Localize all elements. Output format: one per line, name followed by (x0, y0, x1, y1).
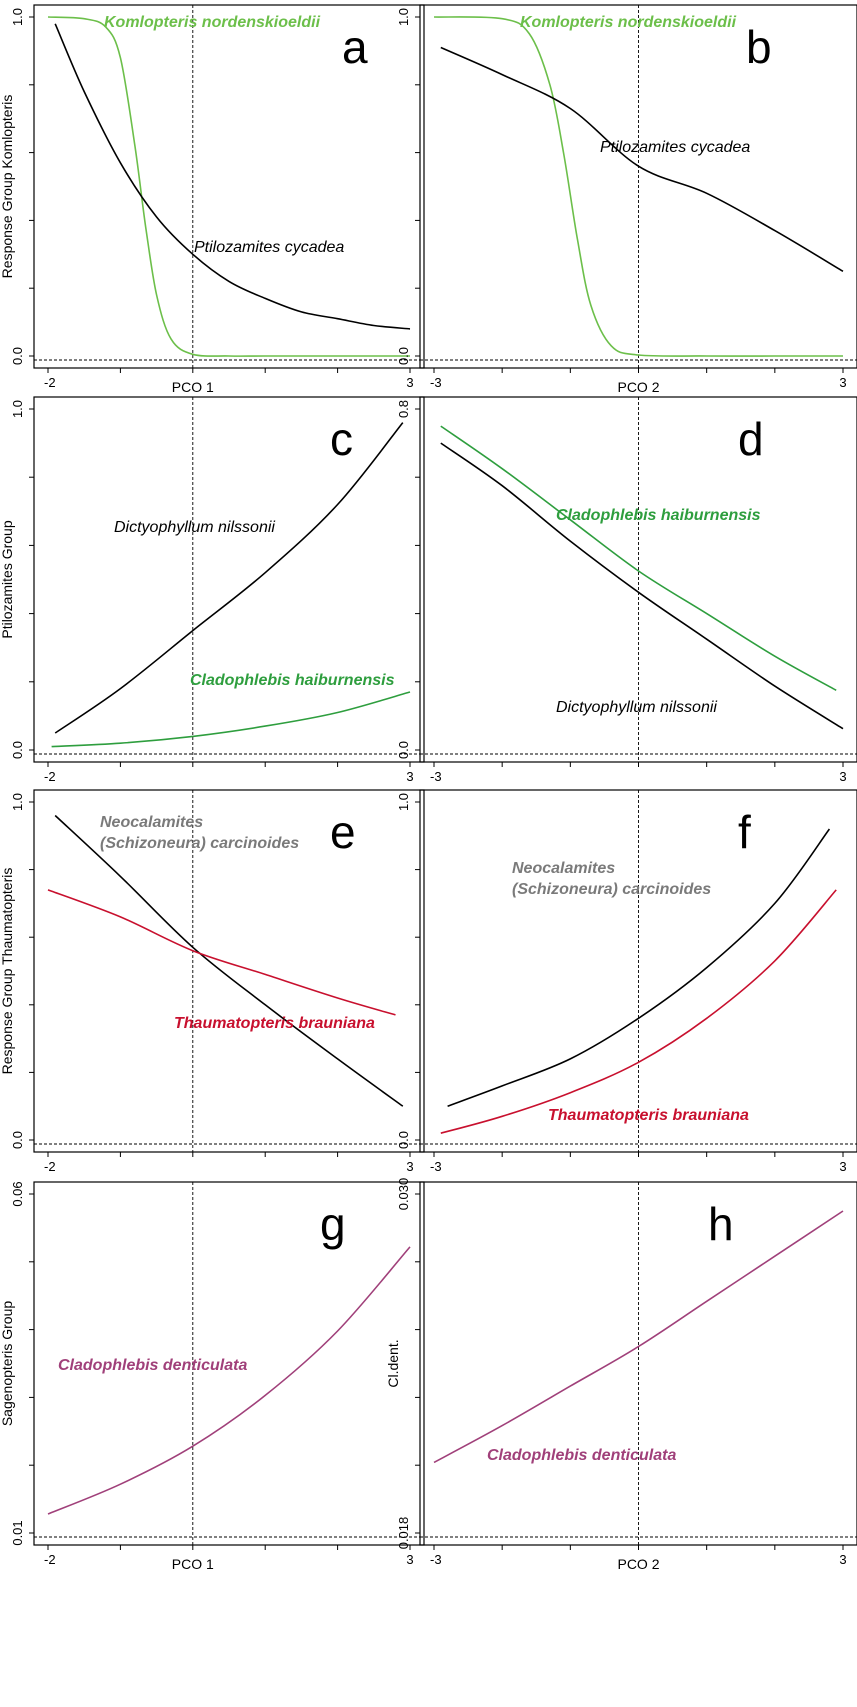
x-tick-label: -2 (44, 375, 56, 390)
y-axis-label: Response Group Thaumatopteris (0, 868, 15, 1075)
panel-f: -3 3 0.0 1.0 Neocalamites (Schizoneura) carci… (396, 789, 857, 1174)
x-axis-label: PCO 1 (172, 1556, 214, 1572)
series-line (433, 1210, 844, 1464)
panel-letter: c (330, 413, 353, 465)
series-label: Cladophlebis denticulata (487, 1447, 676, 1464)
y-tick-label: 1.0 (396, 8, 411, 26)
y-tick-label: 0.0 (10, 741, 25, 759)
panel-e: -2 3 0.0 1.0 Response Group Thaumatopteris Ne… (0, 789, 425, 1174)
panel-letter: h (708, 1198, 734, 1250)
panel-letter: d (738, 413, 764, 465)
series-line (440, 889, 837, 1134)
x-tick-label: -3 (430, 375, 442, 390)
panel-letter: g (320, 1198, 346, 1250)
series-line (51, 691, 411, 748)
y-tick-label: 1.0 (396, 793, 411, 811)
x-tick-label: -2 (44, 1159, 56, 1174)
series-label: Komlopteris nordenskioeldii (520, 14, 737, 31)
x-tick-label: -2 (44, 769, 56, 784)
series-label: Dictyophyllum nilssonii (114, 519, 275, 536)
plot-frame (33, 396, 425, 763)
series-label: Neocalamites (100, 814, 203, 831)
series-label: Cladophlebis haiburnensis (190, 672, 395, 689)
x-tick-label: 3 (839, 1552, 846, 1567)
y-tick-label: 0.0 (396, 1131, 411, 1149)
series-line (433, 16, 843, 357)
panel-letter: e (330, 806, 356, 858)
y-tick-label: 0.0 (396, 741, 411, 759)
plot-frame (33, 4, 425, 369)
y-tick-label: 0.030 (396, 1178, 411, 1211)
y-tick-label: 1.0 (10, 793, 25, 811)
series-line (440, 46, 844, 272)
y-tick-label: 0.0 (396, 347, 411, 365)
panel-c: -2 3 0.0 1.0 Ptilozamites Group Dictyophyllum… (0, 396, 425, 784)
series-label: Cladophlebis haiburnensis (556, 507, 761, 524)
y-axis-label: Response Group Komlopteris (0, 95, 15, 279)
panel-h: -3 3 0.018 0.030 PCO 2 Cl.dent. Cladophlebis d… (385, 1178, 857, 1572)
panel-letter: b (746, 21, 772, 73)
y-tick-label: 1.0 (10, 8, 25, 26)
series-label: (Schizoneura) carcinoides (512, 881, 711, 898)
panel-letter: a (342, 21, 368, 73)
series-label: (Schizoneura) carcinoides (100, 835, 299, 852)
x-axis-label: PCO 1 (172, 379, 214, 395)
series-line (54, 814, 404, 1107)
plot-frame (33, 789, 425, 1153)
x-tick-label: 3 (839, 375, 846, 390)
series-line (47, 1246, 411, 1515)
y-tick-label: 0.0 (10, 347, 25, 365)
x-tick-label: -3 (430, 1159, 442, 1174)
series-line (47, 889, 396, 1016)
series-line (54, 23, 411, 330)
x-tick-label: 3 (406, 375, 413, 390)
x-axis-label: PCO 2 (617, 1556, 659, 1572)
series-line (440, 442, 844, 730)
plot-frame (33, 1181, 425, 1546)
panel-a: -2 3 0.0 1.0 PCO 1 Response Group Komlopteris… (0, 4, 425, 395)
y-tick-label: 1.0 (10, 400, 25, 418)
series-label: Cladophlebis denticulata (58, 1357, 247, 1374)
series-label: Dictyophyllum nilssonii (556, 699, 717, 716)
x-tick-label: 3 (839, 769, 846, 784)
y-axis-label: Sagenopteris Group (0, 1301, 15, 1427)
x-axis-label: PCO 2 (617, 379, 659, 395)
series-line (447, 828, 831, 1107)
series-line (47, 16, 410, 357)
x-tick-label: -2 (44, 1552, 56, 1567)
series-label: Ptilozamites cycadea (600, 139, 750, 156)
series-line (54, 422, 404, 734)
x-tick-label: 3 (406, 1159, 413, 1174)
series-label: Komlopteris nordenskioeldii (104, 14, 321, 31)
panel-letter: f (738, 806, 751, 858)
panel-b: -3 3 0.0 1.0 PCO 2 Komlopteris nordenskioeldi… (396, 4, 857, 395)
x-tick-label: 3 (406, 769, 413, 784)
panel-d: -3 3 0.0 0.8 Cladophlebis haiburnensis Dictyo… (396, 396, 857, 784)
series-line (440, 425, 837, 691)
y-tick-label: 0.06 (10, 1181, 25, 1206)
y-axis-label: Cl.dent. (385, 1339, 401, 1387)
y-tick-label: 0.01 (10, 1520, 25, 1545)
y-tick-label: 0.0 (10, 1131, 25, 1149)
series-label: Thaumatopteris brauniana (174, 1015, 375, 1032)
x-tick-label: 3 (839, 1159, 846, 1174)
x-tick-label: 3 (406, 1552, 413, 1567)
y-tick-label: 0.018 (396, 1517, 411, 1550)
series-label: Neocalamites (512, 860, 615, 877)
series-label: Thaumatopteris brauniana (548, 1107, 749, 1124)
x-tick-label: -3 (430, 769, 442, 784)
x-tick-label: -3 (430, 1552, 442, 1567)
y-axis-label: Ptilozamites Group (0, 520, 15, 638)
series-label: Ptilozamites cycadea (194, 239, 344, 256)
panel-g: -2 3 0.01 0.06 PCO 1 Sagenopteris Group Cladop… (0, 1181, 425, 1572)
y-tick-label: 0.8 (396, 400, 411, 418)
